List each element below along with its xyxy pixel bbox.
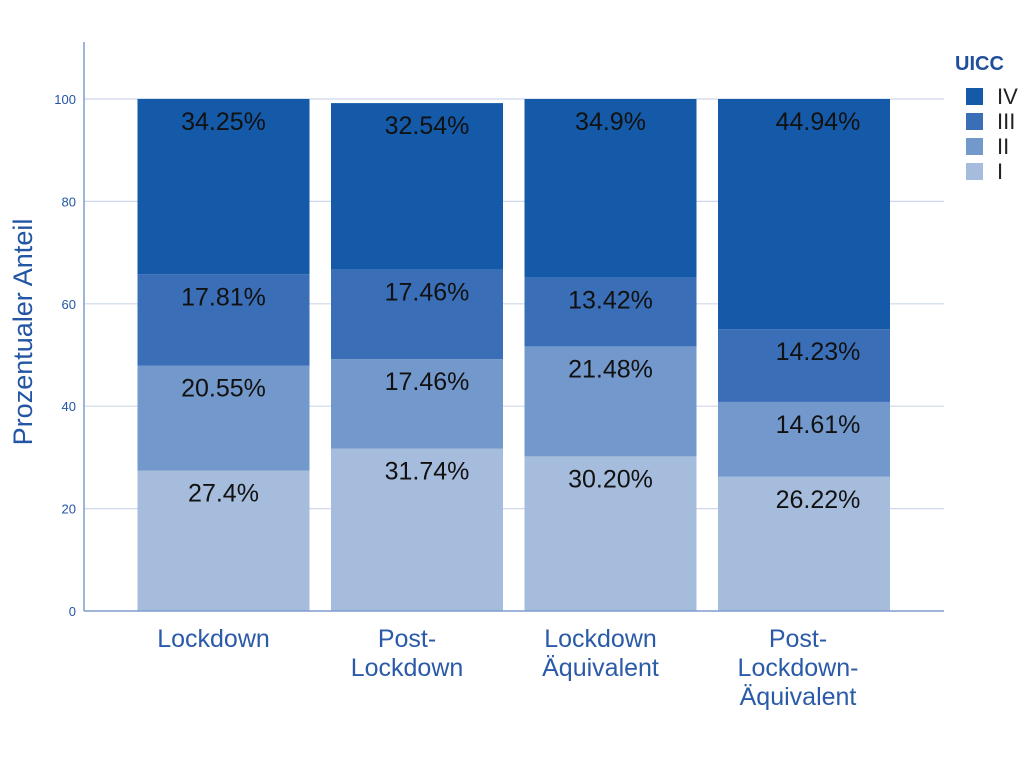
y-tick-label: 40 xyxy=(62,399,76,414)
category-label: Post-Lockdown xyxy=(351,625,464,682)
y-tick-label: 20 xyxy=(62,502,76,517)
category-label-line: Äquivalent xyxy=(542,654,659,682)
legend-swatch-iii xyxy=(966,113,983,130)
segment-labels: 27.4% 20.55% 17.81% 34.25% 31.74% 17.46% 17.46… xyxy=(181,108,860,514)
segment-value-label: 14.23% xyxy=(776,338,861,366)
bar-segment-iv xyxy=(524,99,697,278)
segment-value-label: 44.94% xyxy=(776,108,861,136)
segment-value-label: 32.54% xyxy=(385,112,470,140)
category-label-line: Lockdown- xyxy=(738,654,859,682)
bar-segment-ii xyxy=(524,346,697,457)
segment-value-label: 34.25% xyxy=(181,108,266,136)
segment-value-label: 17.46% xyxy=(385,368,470,396)
legend-swatch-iv xyxy=(966,88,983,105)
segment-value-label: 21.48% xyxy=(568,355,653,383)
legend-swatch-ii xyxy=(966,138,983,155)
bar-segment-iii xyxy=(331,269,503,360)
axes xyxy=(83,42,944,612)
bar-segment-ii xyxy=(331,359,503,449)
y-tick-label: 60 xyxy=(62,297,76,312)
segment-value-label: 17.81% xyxy=(181,283,266,311)
y-tick-label: 0 xyxy=(69,604,76,619)
y-axis-label: Prozentualer Anteil xyxy=(8,219,38,446)
bar-segment-i xyxy=(137,470,310,611)
segment-value-label: 31.74% xyxy=(385,457,470,485)
category-label-line: Post- xyxy=(769,625,827,653)
category-label-line: Lockdown xyxy=(544,625,657,653)
category-label: Lockdown xyxy=(157,625,270,653)
legend-title: UICC xyxy=(955,53,1004,75)
segment-value-label: 20.55% xyxy=(181,374,266,402)
bar-segments xyxy=(137,98,890,611)
bar-segment-ii xyxy=(137,365,310,471)
segment-value-label: 26.22% xyxy=(776,486,861,514)
y-tick-label: 100 xyxy=(54,92,76,107)
segment-value-label: 17.46% xyxy=(385,279,470,307)
bar-segment-iv xyxy=(331,103,503,270)
bar-segment-iii xyxy=(718,329,890,402)
category-label: Post-Lockdown-Äquivalent xyxy=(738,625,859,711)
segment-value-label: 14.61% xyxy=(776,411,861,439)
segment-value-label: 27.4% xyxy=(188,480,259,508)
category-label-line: Post- xyxy=(378,625,436,653)
category-label-line: Lockdown xyxy=(157,625,270,653)
legend-swatch-i xyxy=(966,163,983,180)
segment-value-label: 13.42% xyxy=(568,287,653,315)
bar-segment-i xyxy=(331,448,503,611)
bar-segment-ii xyxy=(718,401,890,477)
bar-segment-iv xyxy=(137,98,310,275)
legend-label-iv: IV xyxy=(997,84,1018,109)
category-label: Lockdown Äquivalent xyxy=(542,625,659,682)
category-label-line: Äquivalent xyxy=(740,683,857,711)
bar-segment-iii xyxy=(524,277,697,347)
y-tick-label: 80 xyxy=(62,194,76,209)
category-label-line: Lockdown xyxy=(351,654,464,682)
segment-value-label: 34.9% xyxy=(575,108,646,136)
bar-segment-iv xyxy=(718,99,890,330)
legend-label-ii: II xyxy=(997,134,1009,159)
bar-segment-iii xyxy=(137,274,310,366)
legend-label-iii: III xyxy=(997,109,1015,134)
bar-segment-i xyxy=(524,456,697,611)
legend-label-i: I xyxy=(997,159,1003,184)
bar-segment-i xyxy=(718,476,890,611)
y-tick-labels: 0 20 40 60 80 100 xyxy=(54,92,76,619)
segment-value-label: 30.20% xyxy=(568,465,653,493)
